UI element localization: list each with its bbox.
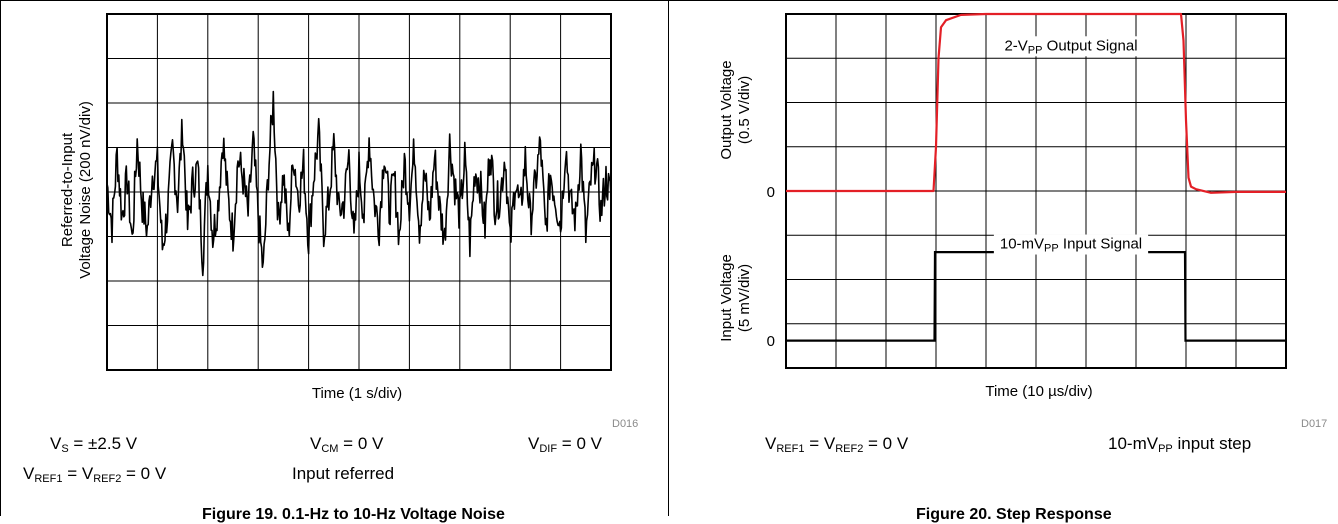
condition-vdif: VDIF = 0 V xyxy=(528,434,602,455)
output-signal-annotation: 2-VPP Output Signal xyxy=(1004,37,1137,56)
figure-caption: Figure 19. 0.1-Hz to 10-Hz Voltage Noise xyxy=(202,506,505,523)
panel-divider xyxy=(668,0,669,516)
condition-vref: VREF1 = VREF2 = 0 V xyxy=(765,434,909,455)
step-annotations: 2-VPP Output Signal 10-mVPP Input Signal xyxy=(993,36,1149,255)
input-signal-annotation: 10-mVPP Input Signal xyxy=(1000,236,1142,255)
input-y-axis-label-line2: (5 mV/div) xyxy=(736,264,753,332)
output-signal-trace xyxy=(786,12,1286,194)
noise-chart: Time (1 s/div) Referred-to-Input Voltage… xyxy=(59,13,612,402)
output-y-axis-label-line2: (0.5 V/div) xyxy=(736,76,753,144)
condition-step: 10-mVPP input step xyxy=(1108,434,1252,455)
step-x-axis-label: Time (10 µs/div) xyxy=(985,383,1092,400)
output-y-axis-label-line1: Output Voltage xyxy=(718,60,735,159)
condition-vcm: VCM = 0 V xyxy=(310,434,384,455)
left-figure-panel: Time (1 s/div) Referred-to-Input Voltage… xyxy=(0,0,668,523)
condition-vs: VS = ±2.5 V xyxy=(50,434,138,455)
panel-left-border xyxy=(0,0,1,516)
noise-trace-group xyxy=(106,90,612,277)
noise-y-axis-label-line2: Voltage Noise (200 nV/div) xyxy=(77,101,94,279)
panel-top-border xyxy=(0,0,668,1)
output-signal-annotation-bg xyxy=(998,36,1144,57)
panel-top-border-right xyxy=(668,0,1338,1)
noise-y-axis-label-line1: Referred-to-Input xyxy=(59,132,76,247)
figure-code-d017: D017 xyxy=(1301,418,1328,430)
condition-note: Input referred xyxy=(292,464,395,483)
input-zero-tick-label: 0 xyxy=(767,333,775,350)
condition-vref: VREF1 = VREF2 = 0 V xyxy=(23,464,167,485)
noise-trace xyxy=(106,90,612,277)
figure-caption: Figure 20. Step Response xyxy=(916,506,1112,523)
input-y-axis-label-line1: Input Voltage xyxy=(718,254,735,342)
noise-x-axis-label: Time (1 s/div) xyxy=(312,385,402,402)
figure-code-d016: D016 xyxy=(612,418,639,430)
input-signal-annotation-bg xyxy=(993,234,1149,255)
right-figure-panel: 2-VPP Output Signal 10-mVPP Input Signal … xyxy=(669,0,1338,523)
output-zero-tick-label: 0 xyxy=(767,184,775,201)
